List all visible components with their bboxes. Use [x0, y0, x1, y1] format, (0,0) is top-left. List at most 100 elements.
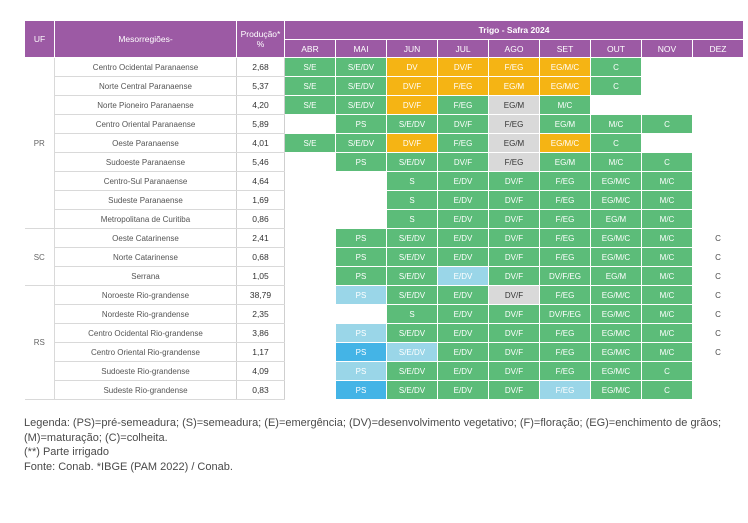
stage-cell-set: F/EG	[539, 323, 591, 343]
stage-cell-jul: F/EG	[437, 76, 489, 96]
stage-cell-out: EG/M/C	[590, 342, 642, 362]
stage-cell-mai: PS	[335, 228, 387, 248]
stage-cell-ago: F/EG	[488, 114, 540, 134]
table-row: Centro Ocidental Rio-grandense 3,86 PS S/E/…	[25, 323, 745, 343]
crop-calendar-table: UF Mesorregiões- Produção* % Trigo - Saf…	[24, 20, 745, 400]
stage-cell-abr	[284, 380, 336, 400]
stage-cell-mai: PS	[335, 247, 387, 267]
stage-cell-mai: S/E/DV	[335, 57, 387, 77]
stage-cell-ago: DV/F	[488, 380, 540, 400]
stage-cell-nov: M/C	[641, 209, 693, 229]
month-header-out: OUT	[590, 39, 642, 58]
mesorregiao-cell: Sudoeste Rio-grandense	[54, 361, 237, 381]
stage-cell-jun: DV/F	[386, 133, 438, 153]
stage-cell-mai	[335, 304, 387, 324]
stage-cell-jun: DV/F	[386, 95, 438, 115]
mesorregiao-cell: Sudoeste Paranaense	[54, 152, 237, 172]
stage-cell-out: EG/M/C	[590, 285, 642, 305]
producao-cell: 5,89	[236, 114, 285, 134]
stage-cell-ago: DV/F	[488, 171, 540, 191]
stage-cell-nov: M/C	[641, 171, 693, 191]
stage-cell-ago: F/EG	[488, 57, 540, 77]
table-row: SC Oeste Catarinense 2,41 PS S/E/DV E/DV DV/F F…	[24, 228, 745, 286]
producao-cell: 1,17	[236, 342, 285, 362]
stage-cell-jun: S/E/DV	[386, 323, 438, 343]
producao-cell: 38,79	[236, 285, 285, 305]
stage-cell-abr: S/E	[284, 133, 336, 153]
stage-cell-abr: S/E	[284, 95, 336, 115]
stage-cell-jun: S	[386, 304, 438, 324]
mesorregiao-cell: Norte Catarinense	[54, 247, 237, 267]
table-row: Norte Catarinense 0,68 PS S/E/DV E/DV DV/F F/E…	[25, 247, 745, 267]
stage-cell-ago: DV/F	[488, 342, 540, 362]
stage-cell-abr	[284, 323, 336, 343]
table-row: Metropolitana de Curitiba 0,86 S E/DV DV/F F/…	[25, 209, 745, 229]
stage-cell-jun: S/E/DV	[386, 380, 438, 400]
stage-cell-out: M/C	[590, 152, 642, 172]
stage-cell-ago: EG/M	[488, 133, 540, 153]
producao-cell: 1,69	[236, 190, 285, 210]
stage-cell-jul: F/EG	[437, 133, 489, 153]
irrigation-note: (**) Parte irrigado	[24, 446, 109, 458]
stage-cell-mai: PS	[335, 152, 387, 172]
stage-cell-abr: S/E	[284, 57, 336, 77]
producao-cell: 0,83	[236, 380, 285, 400]
stage-cell-ago: DV/F	[488, 209, 540, 229]
mesorregiao-cell: Serrana	[54, 266, 237, 286]
stage-cell-dez	[691, 95, 745, 115]
stage-cell-dez	[691, 133, 745, 153]
stage-cell-mai: PS	[335, 342, 387, 362]
producao-cell: 0,68	[236, 247, 285, 267]
table-header: UF Mesorregiões- Produção* % Trigo - Saf…	[24, 20, 745, 58]
stage-cell-mai: PS	[335, 380, 387, 400]
mesorregiao-cell: Centro Ocidental Paranaense	[54, 57, 237, 77]
stage-cell-nov: C	[641, 380, 693, 400]
stage-cell-nov: M/C	[641, 323, 693, 343]
stage-cell-dez: C	[691, 228, 745, 248]
producao-cell: 2,41	[236, 228, 285, 248]
stage-cell-ago: EG/M	[488, 95, 540, 115]
source-note: Fonte: Conab. *IBGE (PAM 2022) / Conab.	[24, 460, 233, 473]
mesorregiao-cell: Centro Oriental Paranaense	[54, 114, 237, 134]
stage-cell-mai	[335, 209, 387, 229]
stage-cell-set: EG/M/C	[539, 57, 591, 77]
stage-cell-nov	[641, 95, 693, 115]
table-row: Centro Oriental Rio-grandense 1,17 PS S/E/D…	[25, 342, 745, 362]
stage-cell-out: EG/M	[590, 266, 642, 286]
stage-cell-jul: E/DV	[437, 171, 489, 191]
stage-cell-ago: EG/M	[488, 76, 540, 96]
header-uf: UF	[24, 20, 55, 58]
mesorregiao-cell: Oeste Catarinense	[54, 228, 237, 248]
stage-cell-dez	[691, 57, 745, 77]
stage-cell-jul: E/DV	[437, 342, 489, 362]
stage-cell-jul: E/DV	[437, 190, 489, 210]
stage-cell-mai	[335, 190, 387, 210]
stage-cell-jun: S/E/DV	[386, 361, 438, 381]
stage-cell-out: EG/M/C	[590, 228, 642, 248]
stage-cell-ago: DV/F	[488, 228, 540, 248]
stage-cell-set: F/EG	[539, 209, 591, 229]
stage-cell-set: F/EG	[539, 361, 591, 381]
table-row: Sudeste Paranaense 1,69 S E/DV DV/F F/EG EG/M/…	[25, 190, 745, 210]
stage-cell-dez	[691, 380, 745, 400]
stage-cell-jun: S/E/DV	[386, 266, 438, 286]
producao-cell: 5,37	[236, 76, 285, 96]
month-header-set: SET	[539, 39, 591, 58]
stage-cell-set: F/EG	[539, 171, 591, 191]
table-row: Norte Pioneiro Paranaense 4,20 S/E S/E/DV DV…	[25, 95, 745, 115]
mesorregiao-cell: Centro Oriental Rio-grandense	[54, 342, 237, 362]
stage-cell-out: EG/M	[590, 209, 642, 229]
stage-cell-mai: PS	[335, 323, 387, 343]
producao-cell: 4,09	[236, 361, 285, 381]
stage-cell-nov: M/C	[641, 190, 693, 210]
stage-cell-jun: DV/F	[386, 76, 438, 96]
stage-cell-jun: S/E/DV	[386, 247, 438, 267]
stage-cell-set: F/EG	[539, 190, 591, 210]
stage-cell-ago: DV/F	[488, 247, 540, 267]
stage-cell-abr	[284, 361, 336, 381]
mesorregiao-cell: Oeste Paranaense	[54, 133, 237, 153]
stage-cell-set: F/EG	[539, 380, 591, 400]
table-row: Sudeste Rio-grandense 0,83 PS S/E/DV E/DV DV/…	[25, 380, 745, 400]
table-row: PR Centro Ocidental Paranaense 2,68 S/E S/E/…	[24, 57, 745, 229]
stage-cell-nov: M/C	[641, 304, 693, 324]
